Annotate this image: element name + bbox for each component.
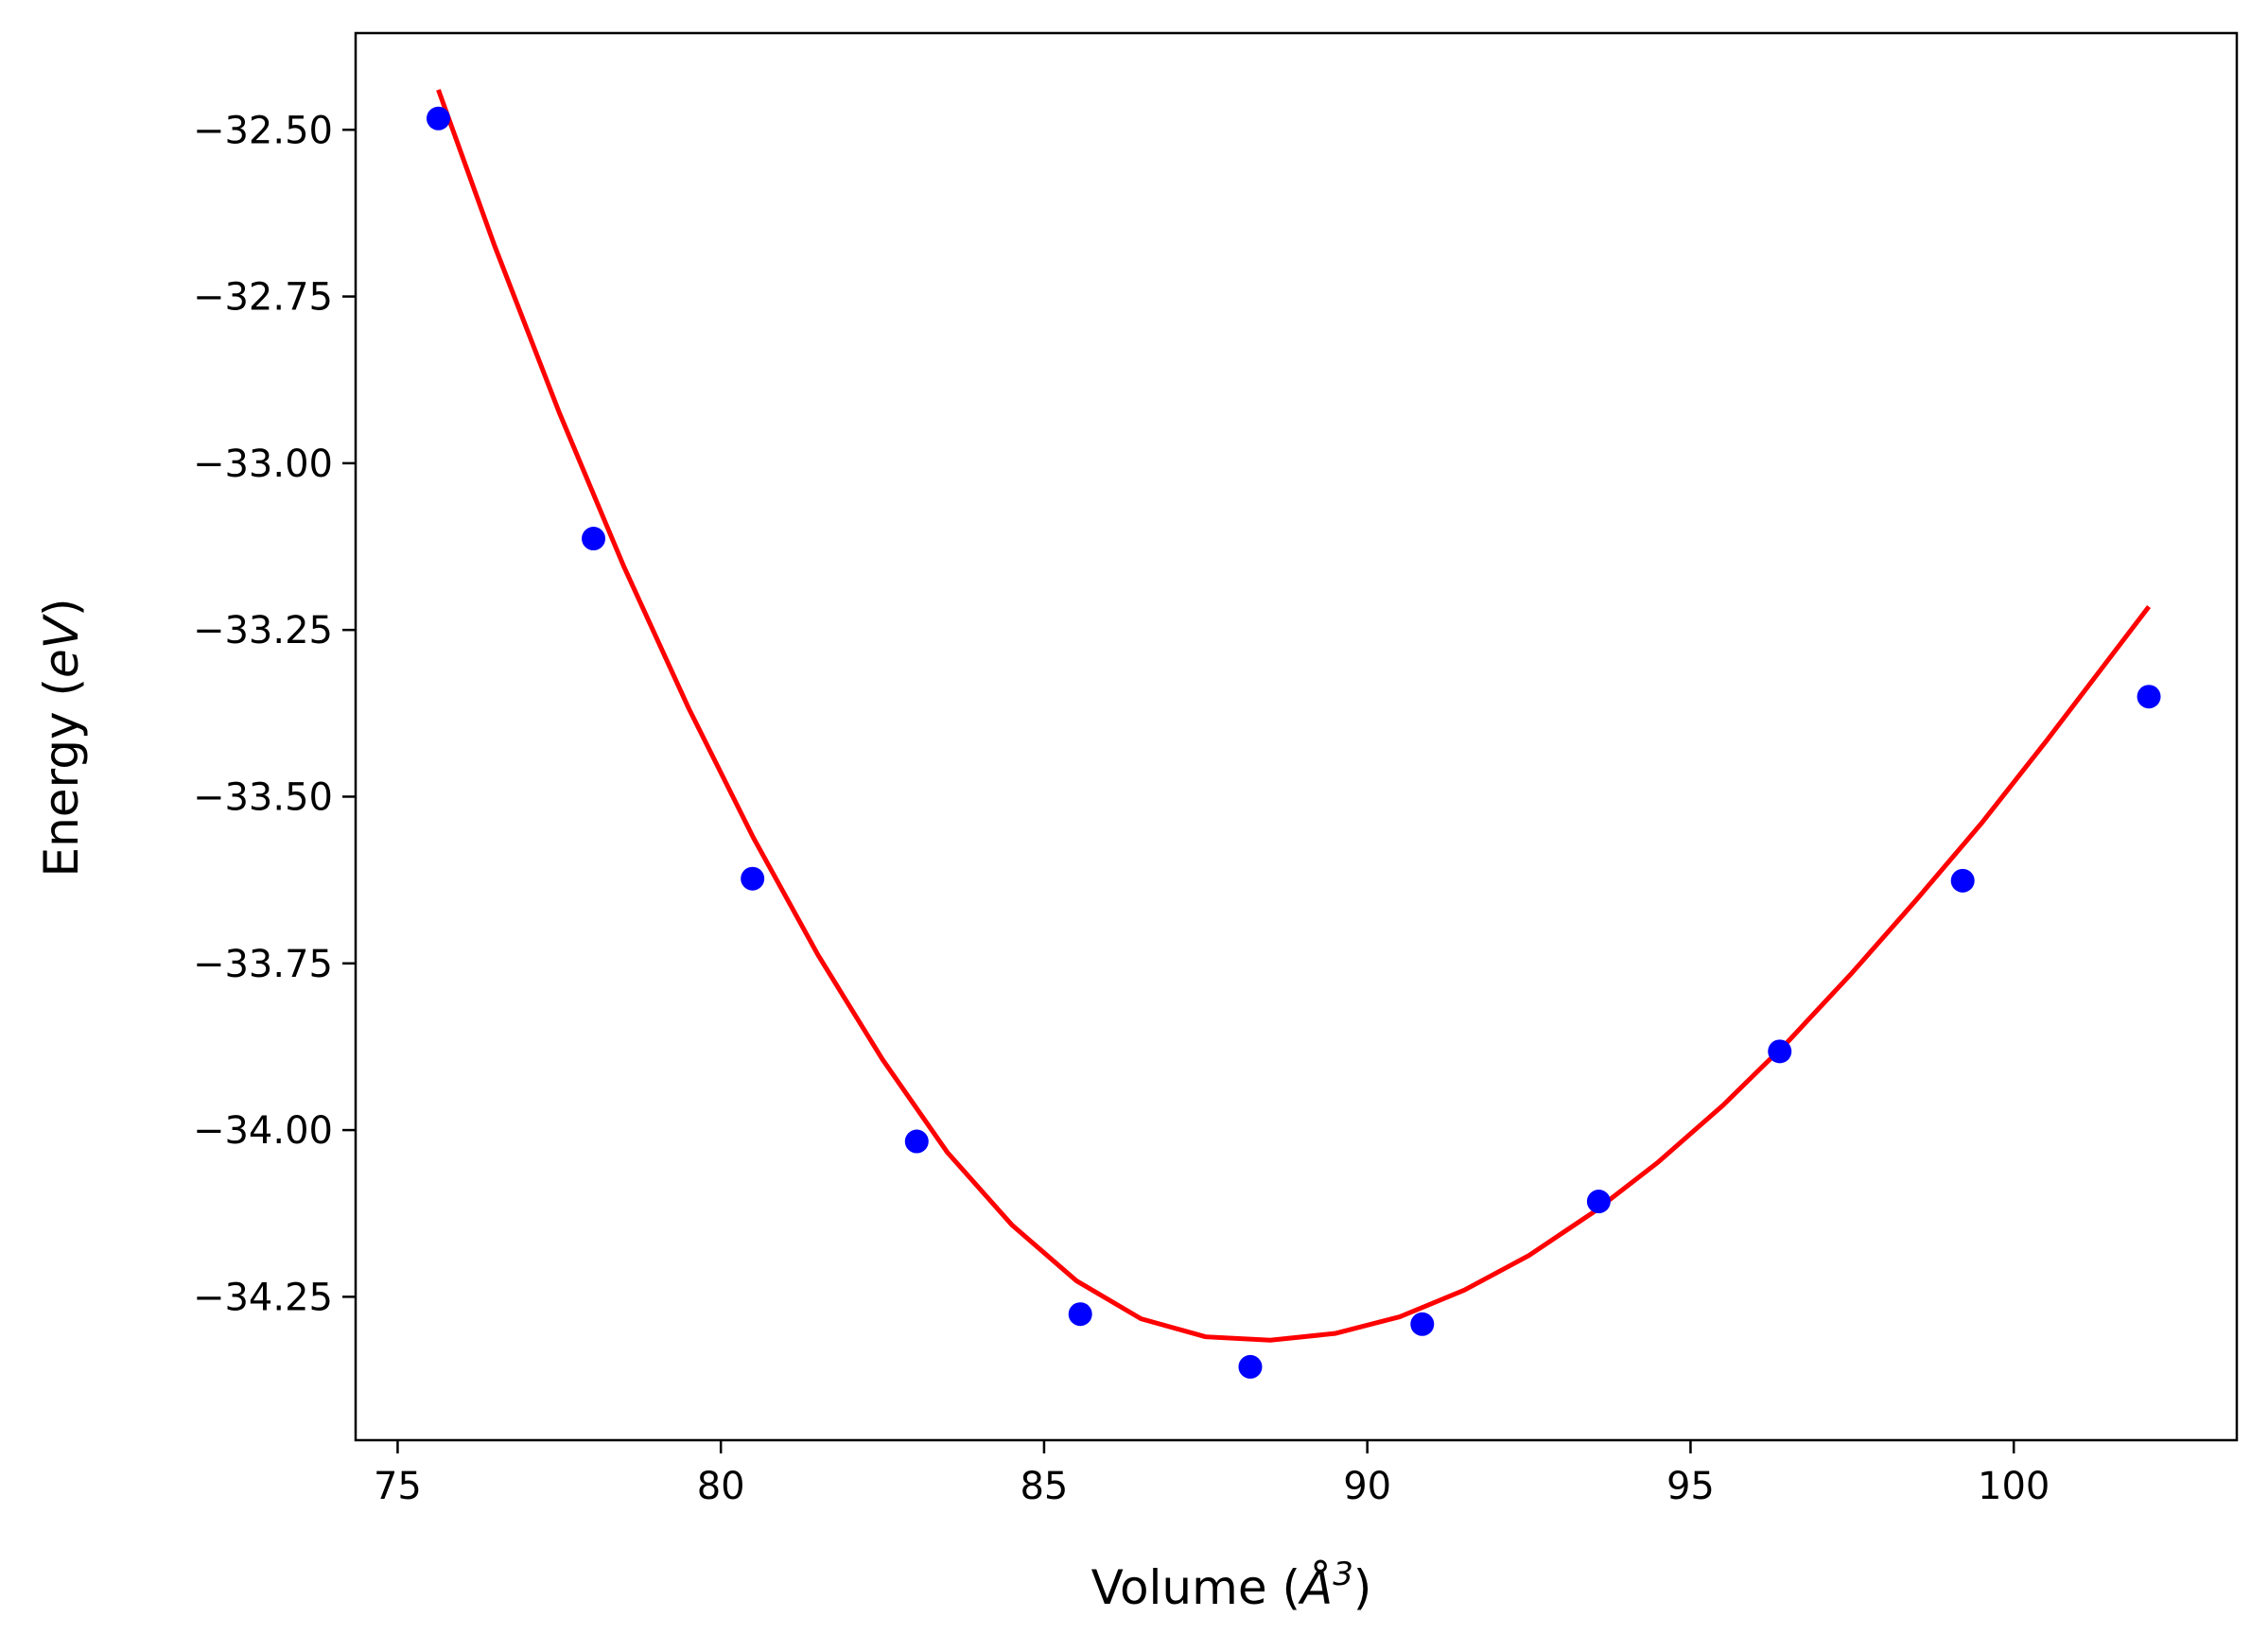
data-point [904,1129,929,1154]
data-point [1068,1302,1092,1327]
plot-area [426,89,2161,1379]
data-point [1238,1354,1263,1379]
y-tick-label: −33.50 [193,775,333,819]
x-tick-label: 80 [697,1465,745,1508]
x-axis-label-symbol: Å [1298,1560,1333,1615]
y-axis-label-prefix: Energy ( [34,678,89,877]
y-axis-label: Energy (eV) [34,599,89,878]
y-tick-label: −33.75 [193,943,333,986]
y-tick-label: −32.75 [193,276,333,320]
axes [354,31,2239,1442]
data-point [1768,1039,1792,1064]
y-axis-label-suffix: ) [34,599,89,617]
x-axis-label-prefix: Volume ( [1091,1560,1300,1615]
data-point [426,106,450,130]
tick-labels: 75 80 85 90 95 100 −32.50 −32.75 −33.00 −33.25 −33… [193,109,2050,1508]
y-tick-label: −33.25 [193,609,333,652]
x-axis-label-suffix: ) [1353,1560,1372,1615]
data-point [2137,685,2161,709]
data-point [741,866,765,891]
y-axis-label-unit: eV [34,613,89,678]
y-tick-label: −34.00 [193,1109,333,1153]
fit-curve-line [436,89,2152,1343]
data-point [1586,1190,1611,1214]
x-tick-label: 100 [1978,1465,2050,1508]
y-tick-label: −33.00 [193,443,333,486]
data-point [1950,868,1975,893]
data-point [1410,1312,1435,1336]
axes-frame [354,31,2239,1442]
tick-marks [342,129,2015,1453]
x-tick-label: 95 [1666,1465,1715,1508]
y-tick-label: −34.25 [193,1276,333,1319]
x-axis-label: Volume (Å3) [1091,1556,1372,1615]
x-tick-label: 90 [1343,1465,1391,1508]
x-tick-label: 75 [374,1465,422,1508]
data-point [582,527,606,551]
x-tick-label: 85 [1020,1465,1068,1508]
y-tick-label: −32.50 [193,109,333,152]
x-axis-label-power: 3 [1333,1556,1353,1593]
